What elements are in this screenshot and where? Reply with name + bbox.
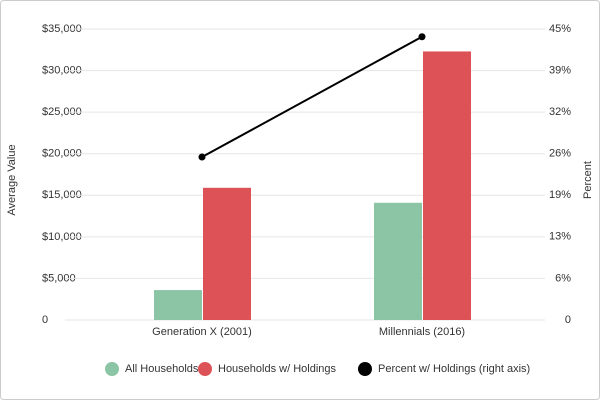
- y-tick-label: 0: [42, 314, 48, 326]
- legend-marker: [105, 362, 119, 376]
- x-tick-label: Millennials (2016): [379, 326, 465, 338]
- legend-marker: [198, 362, 212, 376]
- y2-tick-label: 6%: [555, 272, 571, 284]
- legend-label: All Households: [125, 363, 199, 375]
- legend-marker: [358, 362, 372, 376]
- y-tick-label: $20,000: [42, 148, 82, 160]
- y2-tick-label: 19%: [549, 189, 571, 201]
- legend-label: Percent w/ Holdings (right axis): [378, 363, 530, 375]
- y-tick-label: $35,000: [42, 23, 82, 35]
- bar: [423, 51, 471, 320]
- y2-tick-label: 26%: [549, 148, 571, 160]
- bar: [154, 290, 202, 320]
- y2-tick-label: 39%: [549, 64, 571, 76]
- legend-label: Households w/ Holdings: [218, 363, 337, 375]
- line: [201, 35, 423, 158]
- y2-tick-label: 32%: [549, 106, 571, 118]
- x-tick-label: Generation X (2001): [152, 326, 252, 338]
- y2-axis-title: Percent: [582, 161, 594, 199]
- y-tick-label: $10,000: [42, 231, 82, 243]
- y-tick-label: $30,000: [42, 64, 82, 76]
- y2-tick-label: 45%: [549, 23, 571, 35]
- bar: [203, 187, 251, 320]
- y2-tick-label: 0: [565, 314, 571, 326]
- y-tick-label: $25,000: [42, 106, 82, 118]
- y2-tick-label: 13%: [549, 231, 571, 243]
- y-tick-label: $15,000: [42, 189, 82, 201]
- point: [198, 153, 206, 161]
- y-tick-label: $5,000: [42, 272, 76, 284]
- bar: [374, 202, 422, 320]
- point: [418, 33, 426, 41]
- y-axis-title: Average Value: [6, 144, 18, 215]
